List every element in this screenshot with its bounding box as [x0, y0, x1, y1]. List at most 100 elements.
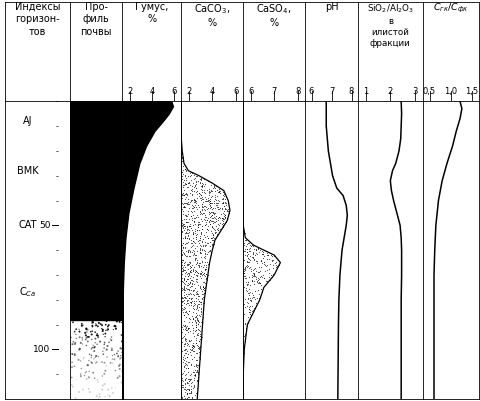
Point [192, 298, 199, 304]
Point [195, 345, 203, 351]
Point [184, 223, 192, 229]
Point [184, 275, 192, 282]
Point [179, 204, 187, 210]
Point [200, 290, 207, 296]
Point [182, 262, 190, 269]
Point [177, 374, 185, 380]
Point [77, 373, 84, 379]
Point [197, 301, 204, 307]
Point [177, 144, 185, 150]
Point [181, 196, 189, 202]
Point [204, 189, 212, 195]
Point [212, 222, 220, 229]
Point [199, 180, 206, 187]
Point [187, 225, 194, 231]
Point [180, 393, 187, 399]
Point [180, 293, 188, 300]
Point [179, 309, 186, 316]
Point [211, 219, 218, 226]
Point [244, 295, 252, 301]
Point [192, 326, 200, 333]
Point [196, 355, 204, 362]
Point [179, 321, 187, 328]
Point [193, 361, 201, 368]
Point [104, 317, 111, 324]
Point [187, 352, 195, 358]
Point [206, 213, 214, 220]
Point [188, 379, 195, 386]
Point [204, 267, 212, 273]
Point [101, 368, 109, 374]
Point [250, 271, 257, 277]
Point [188, 319, 196, 325]
Point [78, 337, 86, 343]
Point [241, 275, 249, 281]
Point [83, 376, 91, 382]
Point [190, 198, 198, 205]
Point [187, 336, 194, 343]
Point [71, 341, 79, 347]
Point [243, 251, 251, 257]
Point [214, 206, 221, 212]
Point [193, 272, 201, 278]
Point [204, 215, 211, 221]
Point [190, 333, 198, 340]
Point [241, 265, 249, 271]
Point [178, 219, 185, 226]
Point [101, 334, 108, 340]
Point [215, 222, 223, 228]
Point [188, 346, 195, 352]
Point [190, 287, 197, 294]
Point [258, 251, 266, 257]
Point [184, 326, 192, 332]
Point [178, 377, 185, 383]
Point [197, 231, 204, 237]
Point [242, 258, 250, 265]
Point [216, 211, 224, 218]
Point [240, 257, 248, 263]
Point [188, 215, 195, 221]
Point [198, 291, 205, 298]
Point [213, 192, 220, 199]
Point [246, 257, 253, 263]
Point [102, 363, 110, 369]
Point [178, 338, 186, 345]
Point [68, 374, 75, 381]
Point [202, 217, 210, 223]
Point [209, 182, 217, 188]
Point [75, 346, 83, 353]
Point [94, 323, 101, 330]
Point [197, 182, 205, 188]
Point [84, 327, 92, 333]
Point [185, 223, 193, 229]
Point [99, 348, 107, 354]
Point [189, 211, 197, 218]
Point [180, 352, 187, 358]
Point [215, 186, 222, 193]
Point [68, 351, 76, 358]
Point [243, 290, 251, 296]
Point [178, 299, 185, 306]
Point [200, 290, 208, 297]
Point [203, 206, 211, 212]
Point [223, 215, 230, 221]
Point [183, 180, 191, 186]
Point [184, 249, 192, 255]
Point [185, 223, 193, 229]
Point [71, 352, 79, 358]
Point [187, 283, 195, 289]
Point [91, 329, 99, 335]
Point [240, 350, 247, 356]
Point [196, 351, 204, 357]
Point [241, 321, 249, 327]
Point [241, 338, 249, 344]
Point [183, 282, 191, 288]
Point [181, 253, 189, 259]
Point [182, 284, 190, 291]
Point [189, 252, 197, 259]
Point [118, 338, 125, 344]
Point [251, 265, 259, 271]
Point [178, 200, 185, 207]
Point [115, 363, 122, 369]
Point [199, 279, 206, 286]
